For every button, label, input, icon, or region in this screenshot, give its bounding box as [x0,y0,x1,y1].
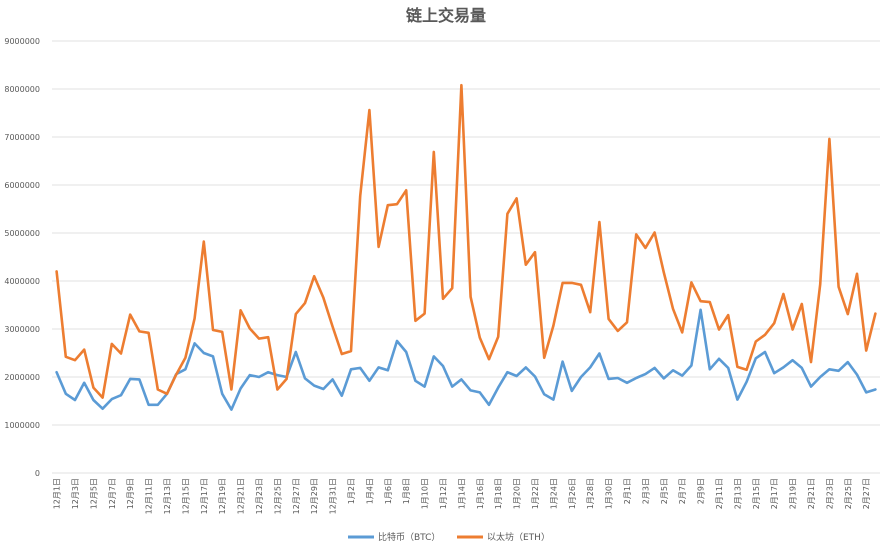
x-tick-label: 1月18日 [494,478,503,509]
x-tick-label: 1月10日 [421,478,430,509]
x-tick-label: 12月7日 [108,478,117,509]
x-tick-label: 2月5日 [660,478,669,504]
x-tick-label: 2月19日 [789,478,798,509]
series-line-eth [55,83,877,399]
y-tick-label: 2000000 [4,373,40,382]
y-tick-label: 9000000 [4,37,40,46]
x-tick-label: 12月21日 [237,478,246,514]
x-tick-label: 1月22日 [531,478,540,509]
x-tick-label: 12月17日 [200,478,209,514]
x-tick-label: 2月9日 [697,478,706,504]
y-axis-tick-labels: 0 1000000 2000000 3000000 4000000 5000000 6000… [4,37,40,478]
y-tick-label: 3000000 [4,325,40,334]
y-tick-label: 4000000 [4,277,40,286]
y-tick-label: 5000000 [4,229,40,238]
gridlines [52,40,880,474]
x-axis-tick-labels: 12月1日 12月3日 12月5日 12月7日 12月9日 12月11日 12月13日 12月… [53,478,872,514]
x-tick-label: 1月2日 [347,478,356,504]
x-tick-label: 2月21日 [807,478,816,509]
chart-title: 链上交易量 [406,6,486,25]
y-tick-label: 1000000 [4,421,40,430]
legend-label: 以太坊（ETH） [487,531,550,543]
x-tick-label: 1月26日 [568,478,577,509]
x-tick-label: 12月31日 [329,478,338,514]
x-tick-label: 1月16日 [476,478,485,509]
x-tick-label: 12月23日 [255,478,264,514]
y-tick-label: 8000000 [4,85,40,94]
y-tick-label: 6000000 [4,181,40,190]
x-tick-label: 2月17日 [770,478,779,509]
x-tick-label: 2月3日 [641,478,650,504]
x-tick-label: 12月25日 [273,478,282,514]
x-tick-label: 1月20日 [513,478,522,509]
x-tick-label: 12月5日 [89,478,98,509]
x-tick-label: 2月11日 [715,478,724,509]
x-tick-label: 2月13日 [733,478,742,509]
x-tick-label: 12月13日 [163,478,172,514]
x-tick-label: 1月4日 [365,478,374,504]
x-tick-label: 1月8日 [402,478,411,504]
x-tick-label: 1月30日 [605,478,614,509]
x-tick-label: 1月12日 [439,478,448,509]
x-tick-label: 12月27日 [292,478,301,514]
legend-label: 比特币（BTC） [378,531,440,543]
y-tick-label: 0 [35,469,40,478]
x-tick-label: 1月6日 [384,478,393,504]
x-tick-label: 2月27日 [862,478,871,509]
x-tick-label: 12月19日 [218,478,227,514]
x-tick-label: 2月7日 [678,478,687,504]
x-tick-label: 12月11日 [145,478,154,514]
x-tick-label: 12月15日 [181,478,190,514]
x-tick-label: 1月28日 [586,478,595,509]
x-tick-label: 12月1日 [53,478,62,509]
x-tick-label: 2月1日 [623,478,632,504]
series-line-btc [55,308,877,411]
x-tick-label: 12月9日 [126,478,135,509]
x-tick-label: 2月15日 [752,478,761,509]
x-tick-label: 12月29日 [310,478,319,514]
legend: 比特币（BTC） 以太坊（ETH） [348,531,550,543]
y-tick-label: 7000000 [4,133,40,142]
x-tick-label: 12月3日 [71,478,80,509]
x-tick-label: 1月14日 [457,478,466,509]
x-tick-label: 1月24日 [549,478,558,509]
x-tick-label: 2月25日 [844,478,853,509]
x-tick-label: 2月23日 [825,478,834,509]
series-lines [55,83,877,411]
